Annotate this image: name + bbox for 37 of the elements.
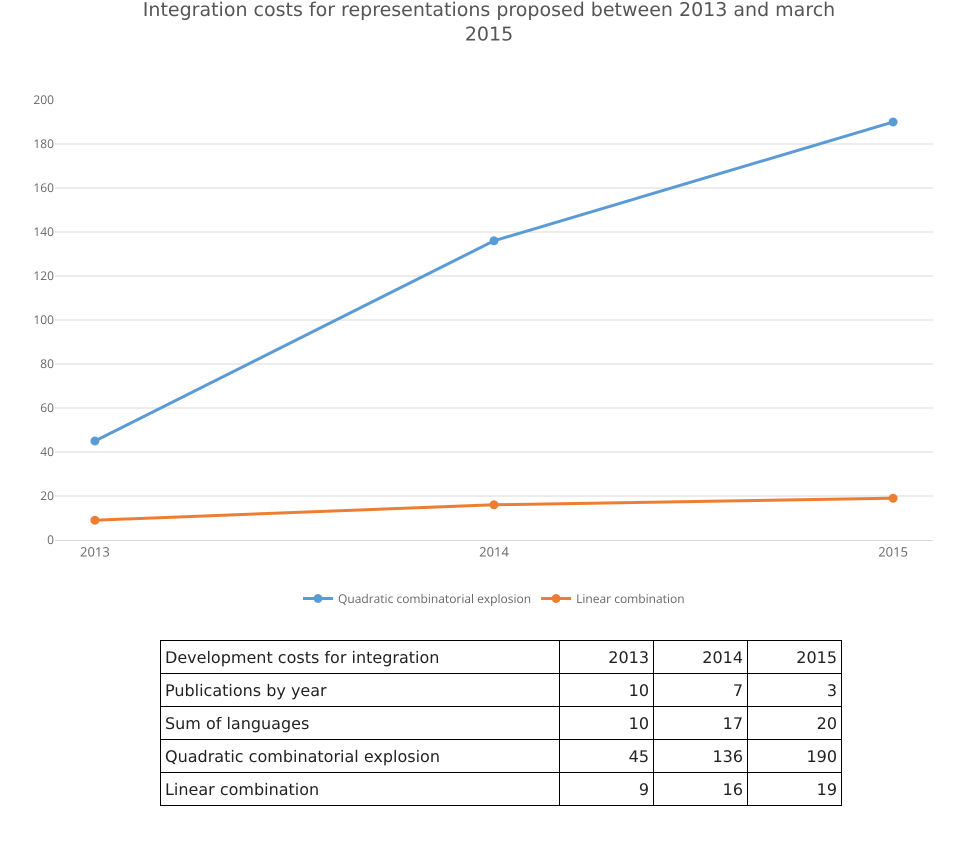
y-tick-label: 0 [47, 531, 54, 548]
y-tick-label: 80 [40, 355, 54, 372]
y-tick-label: 180 [33, 135, 54, 152]
y-tick-label: 120 [33, 267, 54, 284]
category-label: 2014 [702, 648, 743, 666]
text: 7 [654, 674, 748, 706]
text: 10 [560, 674, 654, 706]
category-label: 2013 [608, 648, 649, 666]
y-tick-label: 20 [40, 487, 54, 504]
x-tick-label: 2015 [878, 542, 908, 561]
text: Sum of languages [160, 706, 560, 740]
y-tick-label: 40 [40, 443, 54, 460]
x-tick-label: 2013 [80, 542, 110, 561]
legend-label: Quadratic combinatorial explosion [338, 590, 532, 608]
text: 16 [654, 772, 748, 806]
chart-title: Integration costs for representations proposed between 2013 and march 2015 [142, 0, 836, 46]
y-tick-label: 140 [33, 223, 54, 240]
category-label: 2015 [796, 648, 837, 666]
text: 190 [748, 740, 842, 772]
text: 136 [654, 740, 748, 772]
y-tick-label: 60 [40, 399, 54, 416]
legend-label: Linear combination [576, 590, 685, 608]
text: Quadratic combinatorial explosion [160, 740, 560, 772]
text: Publications by year [160, 674, 560, 706]
text: 10 [560, 706, 654, 740]
text: Development costs for integration [160, 640, 560, 674]
text: 9 [560, 772, 654, 806]
text: 20 [748, 706, 842, 740]
x-tick-label: 2014 [479, 542, 510, 561]
text: 19 [748, 772, 842, 806]
y-tick-label: 160 [33, 179, 54, 196]
y-tick-label: 200 [33, 91, 54, 108]
text: 45 [560, 740, 654, 772]
text: 3 [748, 674, 842, 706]
y-tick-label: 100 [33, 311, 54, 328]
text: 17 [654, 706, 748, 740]
text: Linear combination [160, 772, 560, 806]
